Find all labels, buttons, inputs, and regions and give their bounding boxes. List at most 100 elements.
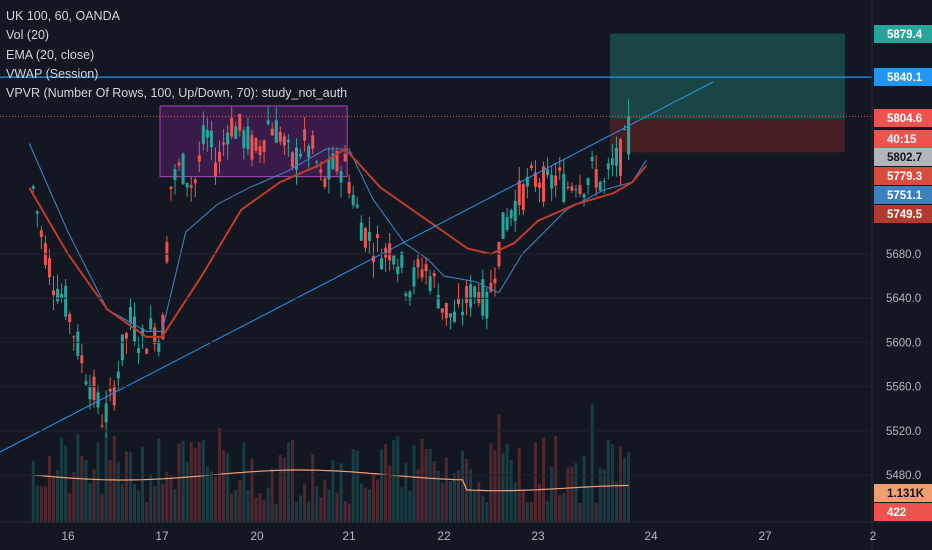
candle-body xyxy=(562,174,566,202)
candle-body xyxy=(274,120,278,143)
candle-body xyxy=(566,186,570,189)
volume-bar xyxy=(562,493,566,522)
candle-body xyxy=(521,184,525,211)
price-tag-text: 40:15 xyxy=(887,134,917,146)
volume-bar xyxy=(282,458,286,522)
price-tag-bg xyxy=(874,68,932,86)
volume-bar xyxy=(566,467,570,522)
volume-bar xyxy=(392,440,396,522)
candle-body xyxy=(64,285,68,317)
chart-legend: UK 100, 60, OANDA Vol (20) EMA (20, clos… xyxy=(6,7,347,103)
candle-body xyxy=(517,180,521,205)
volume-bar xyxy=(598,467,602,522)
legend-ema[interactable]: EMA (20, close) xyxy=(6,47,95,62)
candle-body xyxy=(452,311,456,322)
candle-body xyxy=(205,130,209,138)
candle-body xyxy=(295,147,298,170)
price-tick-label: 5600.0 xyxy=(886,337,921,349)
price-tag-text: 5804.6 xyxy=(887,113,922,125)
candle-body xyxy=(493,278,497,284)
volume-bar xyxy=(104,434,108,522)
candle-body xyxy=(505,217,509,230)
price-tag-target: 5879.4 xyxy=(874,25,932,43)
volume-bar xyxy=(242,442,246,522)
volume-bar xyxy=(529,501,533,522)
candle-body xyxy=(84,381,88,385)
candle-body xyxy=(384,247,388,258)
volume-bar xyxy=(428,448,432,522)
price-tag-countdown: 40:15 xyxy=(874,130,932,148)
volume-ma-line xyxy=(33,469,629,492)
legend-volume[interactable]: Vol (20) xyxy=(6,28,50,43)
volume-bar xyxy=(84,460,88,522)
candle-body xyxy=(444,303,448,319)
volume-bar xyxy=(173,489,177,522)
volume-bar xyxy=(376,479,379,522)
consolidation-rect xyxy=(159,105,348,178)
candle-body xyxy=(80,355,84,364)
volume-bar xyxy=(250,458,254,522)
legend-vwap[interactable]: VWAP (Session) xyxy=(6,66,99,81)
volume-bar xyxy=(347,503,351,522)
candle-body xyxy=(120,334,124,361)
volume-bar xyxy=(400,487,404,522)
candle-body xyxy=(299,153,303,157)
volume-bar xyxy=(290,439,294,522)
volume-bar xyxy=(533,442,537,522)
candle-body xyxy=(157,341,161,353)
price-tag-text: 5840.1 xyxy=(887,72,923,84)
candle-body xyxy=(542,166,546,202)
candle-body xyxy=(185,182,189,188)
volume-bar xyxy=(461,451,465,522)
candle-body xyxy=(189,185,193,188)
candle-body xyxy=(351,194,355,206)
price-tag-text: 5879.4 xyxy=(887,29,923,41)
candle-body xyxy=(380,258,384,270)
volume-bar xyxy=(602,469,606,522)
volume-bar xyxy=(230,493,234,522)
candle-body xyxy=(558,167,562,171)
price-tag-bg xyxy=(874,167,932,185)
volume-bar xyxy=(594,502,598,522)
candle-body xyxy=(614,147,618,166)
time-tick-label: 16 xyxy=(61,529,75,543)
volume-bar xyxy=(542,437,546,522)
volume-bar xyxy=(469,469,473,522)
candle-body xyxy=(376,234,379,238)
candle-body xyxy=(594,169,598,188)
candle-body xyxy=(177,162,181,166)
legend-vpvr[interactable]: VPVR (Number Of Rows, 100, Up/Down, 70):… xyxy=(6,86,348,101)
trendline xyxy=(0,81,714,453)
volume-bar xyxy=(546,500,550,522)
volume-bar xyxy=(60,437,64,522)
candle-body xyxy=(436,294,440,309)
legend-symbol[interactable]: UK 100, 60, OANDA xyxy=(6,9,120,23)
candle-body xyxy=(428,276,432,291)
volume-bar xyxy=(448,481,452,522)
price-tag-bg xyxy=(874,148,932,166)
volume-bar xyxy=(47,455,51,522)
candle-body xyxy=(145,348,149,354)
candle-body xyxy=(303,129,307,141)
volume-bar xyxy=(234,489,238,522)
candle-body xyxy=(533,172,537,187)
price-tag-bg xyxy=(874,109,932,127)
volume-bar xyxy=(295,502,298,522)
candle-body xyxy=(343,153,347,162)
time-axis[interactable]: 16 17 20 21 22 23 24 27 2 xyxy=(0,521,932,543)
volume-bar xyxy=(457,470,460,522)
candle-body xyxy=(266,120,270,125)
candle-body xyxy=(47,258,51,278)
volume-tag: 1.131K xyxy=(874,484,932,502)
volume-ma-path xyxy=(33,469,629,492)
time-tick-label: 24 xyxy=(644,529,658,543)
volume-bar xyxy=(331,460,335,522)
candle-body xyxy=(149,318,153,330)
volume-bar xyxy=(493,450,497,522)
candle-body xyxy=(448,313,452,318)
candle-body xyxy=(501,212,505,239)
volume-bar xyxy=(436,471,440,522)
candle-body xyxy=(404,293,408,296)
